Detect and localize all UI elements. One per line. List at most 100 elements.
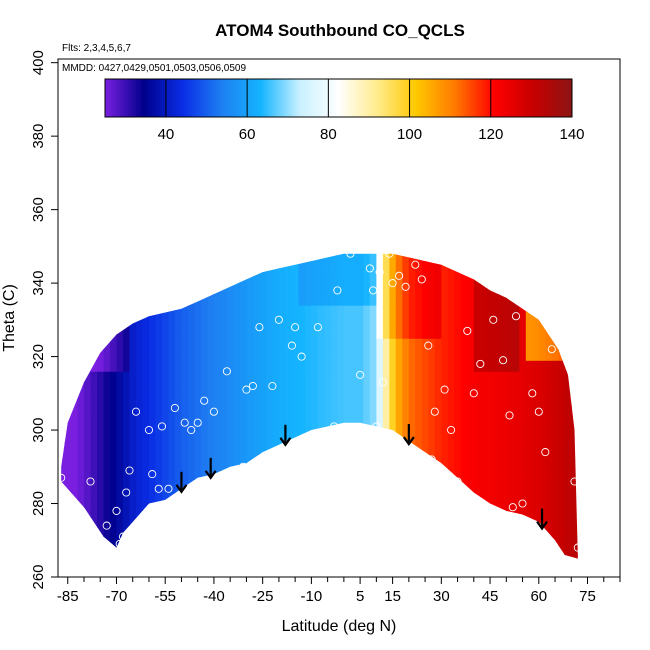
field-cell bbox=[480, 305, 488, 317]
field-cell bbox=[162, 239, 169, 251]
observation-marker bbox=[388, 279, 397, 288]
field-cell bbox=[382, 514, 390, 527]
field-cell bbox=[369, 404, 377, 416]
field-cell bbox=[246, 283, 254, 295]
field-cell bbox=[292, 559, 299, 571]
field-cell bbox=[298, 294, 306, 306]
field-cell bbox=[512, 371, 520, 383]
field-cell bbox=[564, 283, 572, 295]
field-cell bbox=[454, 393, 462, 405]
field-cell bbox=[486, 514, 494, 527]
field-cell bbox=[136, 305, 144, 317]
field-cell bbox=[408, 338, 416, 350]
observation-markers bbox=[57, 249, 582, 552]
field-cell bbox=[97, 305, 105, 317]
field-cell bbox=[181, 492, 189, 505]
field-cell bbox=[408, 327, 416, 339]
field-cell bbox=[356, 360, 364, 372]
field-cell bbox=[181, 437, 189, 449]
field-cell bbox=[298, 393, 306, 405]
field-cell bbox=[337, 448, 345, 460]
field-cell bbox=[558, 415, 566, 427]
field-cell bbox=[447, 492, 455, 505]
field-cell bbox=[578, 459, 585, 471]
field-cell bbox=[207, 272, 215, 284]
field-cell bbox=[265, 448, 273, 460]
field-cell bbox=[272, 559, 279, 571]
field-cell bbox=[239, 514, 247, 527]
field-cell bbox=[350, 272, 358, 284]
field-cell bbox=[265, 393, 273, 405]
field-cell bbox=[304, 492, 312, 505]
field-cell bbox=[558, 470, 566, 483]
field-cell bbox=[174, 437, 182, 449]
field-cell bbox=[272, 503, 280, 516]
field-cell bbox=[480, 327, 488, 339]
observation-marker bbox=[427, 455, 436, 464]
field-cell bbox=[149, 559, 156, 571]
field-cell bbox=[194, 382, 202, 394]
field-cell bbox=[304, 459, 312, 471]
field-cell bbox=[448, 239, 455, 251]
y-axis-label: Theta (C) bbox=[1, 284, 18, 352]
field-cell bbox=[97, 253, 105, 262]
field-cell bbox=[357, 239, 364, 251]
field-cell bbox=[304, 283, 312, 295]
field-cell bbox=[71, 253, 79, 262]
field-cell bbox=[337, 360, 345, 372]
field-cell bbox=[402, 349, 410, 361]
field-cell bbox=[123, 283, 131, 295]
field-cell bbox=[71, 239, 78, 251]
field-cell bbox=[421, 371, 429, 383]
field-cell bbox=[356, 272, 364, 284]
field-cell bbox=[454, 294, 462, 306]
field-cell bbox=[259, 349, 267, 361]
field-cell bbox=[103, 294, 111, 306]
field-cell bbox=[136, 481, 144, 494]
field-cell bbox=[187, 360, 195, 372]
colorbar-tick-label: 120 bbox=[478, 126, 503, 143]
field-cell bbox=[324, 404, 332, 416]
field-cell bbox=[252, 459, 260, 471]
field-cell bbox=[571, 426, 578, 438]
observation-marker bbox=[547, 345, 556, 354]
field-cell bbox=[272, 349, 280, 361]
field-cell bbox=[200, 261, 208, 273]
field-cell bbox=[499, 448, 507, 460]
observation-marker bbox=[222, 367, 231, 376]
field-cell bbox=[220, 316, 228, 328]
field-cell bbox=[304, 426, 312, 438]
field-cell bbox=[525, 525, 533, 538]
field-cell bbox=[363, 547, 371, 559]
field-cell bbox=[84, 294, 92, 306]
field-cell bbox=[129, 283, 137, 295]
observation-marker bbox=[476, 359, 485, 368]
field-cell bbox=[474, 239, 481, 251]
field-cell bbox=[337, 294, 345, 306]
field-cell bbox=[194, 305, 202, 317]
field-cell bbox=[486, 547, 494, 559]
field-cell bbox=[187, 253, 195, 262]
field-cell bbox=[473, 459, 481, 471]
field-cell bbox=[194, 371, 202, 383]
field-cell bbox=[538, 536, 546, 549]
field-cell bbox=[395, 294, 403, 306]
field-cell bbox=[291, 525, 299, 538]
field-cell bbox=[551, 261, 559, 273]
field-cell bbox=[486, 253, 494, 262]
field-cell bbox=[486, 415, 494, 427]
field-cell bbox=[278, 404, 286, 416]
field-cell bbox=[499, 514, 507, 527]
field-cell bbox=[181, 525, 189, 538]
field-cell bbox=[402, 316, 410, 328]
field-cell bbox=[363, 492, 371, 505]
field-cell bbox=[90, 415, 98, 427]
field-cell bbox=[246, 448, 254, 460]
field-cell bbox=[454, 338, 462, 350]
field-cell bbox=[480, 316, 488, 328]
field-cell bbox=[304, 514, 312, 527]
field-cell bbox=[97, 536, 105, 549]
field-cell bbox=[239, 393, 247, 405]
field-cell bbox=[460, 481, 468, 494]
field-cell bbox=[519, 371, 527, 383]
